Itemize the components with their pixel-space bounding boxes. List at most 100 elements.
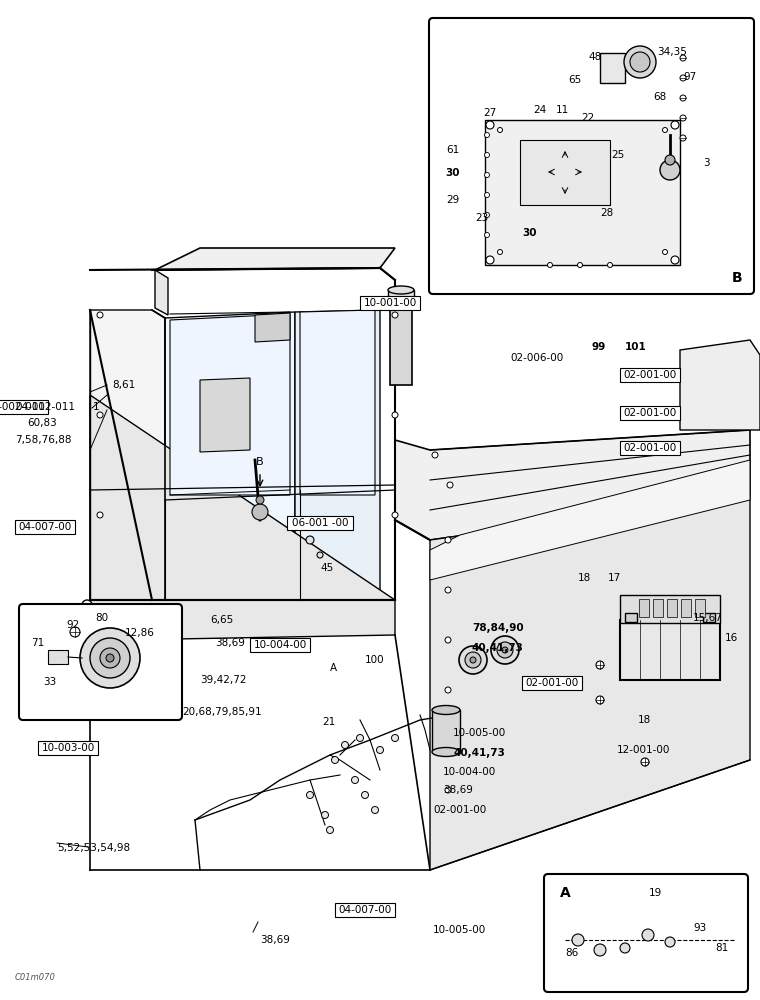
Text: 45: 45 xyxy=(320,563,333,573)
Polygon shape xyxy=(155,270,168,315)
Text: B: B xyxy=(732,271,743,285)
Circle shape xyxy=(445,687,451,693)
Bar xyxy=(485,120,680,265)
Text: 71: 71 xyxy=(31,638,45,648)
Bar xyxy=(520,140,610,205)
Bar xyxy=(388,290,414,300)
Circle shape xyxy=(106,654,114,662)
Bar xyxy=(625,613,637,622)
Text: 23: 23 xyxy=(475,213,489,223)
Circle shape xyxy=(547,262,553,267)
Text: 17: 17 xyxy=(608,573,621,583)
Text: 12-001-00: 12-001-00 xyxy=(617,745,670,755)
Bar xyxy=(653,599,663,617)
Circle shape xyxy=(620,943,630,953)
Circle shape xyxy=(80,628,140,688)
Text: 15,67: 15,67 xyxy=(693,613,723,623)
Circle shape xyxy=(671,121,679,129)
Circle shape xyxy=(485,213,489,218)
Circle shape xyxy=(680,95,686,101)
Text: 02-006-00: 02-006-00 xyxy=(510,353,563,363)
Bar xyxy=(639,599,649,617)
Text: 93: 93 xyxy=(693,923,707,933)
Text: 10-005-00: 10-005-00 xyxy=(453,728,506,738)
Bar xyxy=(390,295,412,385)
Circle shape xyxy=(578,262,582,267)
Text: 04-002-011: 04-002-011 xyxy=(0,402,45,412)
Circle shape xyxy=(445,737,451,743)
Bar xyxy=(38,741,98,755)
Text: 1: 1 xyxy=(93,402,100,412)
Bar xyxy=(48,650,68,664)
Circle shape xyxy=(491,636,519,664)
Text: 10-004-00: 10-004-00 xyxy=(443,767,496,777)
Text: 16: 16 xyxy=(725,633,738,643)
Circle shape xyxy=(485,172,489,178)
Text: A: A xyxy=(330,663,337,673)
Bar xyxy=(432,710,460,752)
FancyBboxPatch shape xyxy=(544,874,748,992)
Bar xyxy=(600,53,625,83)
Circle shape xyxy=(465,652,481,668)
Text: 34,35: 34,35 xyxy=(657,47,687,57)
Ellipse shape xyxy=(432,748,460,756)
Text: 5,52,53,54,98: 5,52,53,54,98 xyxy=(57,843,130,853)
Text: 80: 80 xyxy=(96,613,109,623)
Circle shape xyxy=(607,262,613,267)
Circle shape xyxy=(445,587,451,593)
Polygon shape xyxy=(90,395,395,640)
Bar xyxy=(360,296,420,310)
Polygon shape xyxy=(200,378,250,452)
Text: 20,68,79,85,91: 20,68,79,85,91 xyxy=(182,707,261,717)
Bar xyxy=(335,903,395,917)
Text: 33: 33 xyxy=(43,677,57,687)
Ellipse shape xyxy=(432,706,460,714)
Text: 100: 100 xyxy=(365,655,385,665)
Polygon shape xyxy=(165,312,295,600)
Circle shape xyxy=(97,412,103,418)
Circle shape xyxy=(660,160,680,180)
Circle shape xyxy=(327,826,334,834)
Circle shape xyxy=(630,52,650,72)
Circle shape xyxy=(596,696,604,704)
Text: 22: 22 xyxy=(581,113,594,123)
Text: 86: 86 xyxy=(565,948,578,958)
Circle shape xyxy=(497,642,513,658)
Circle shape xyxy=(498,249,502,254)
Circle shape xyxy=(97,312,103,318)
Circle shape xyxy=(624,46,656,78)
Circle shape xyxy=(372,806,378,814)
Polygon shape xyxy=(295,310,380,600)
Circle shape xyxy=(100,648,120,668)
Circle shape xyxy=(486,256,494,264)
Text: 92: 92 xyxy=(66,620,80,630)
Text: 97: 97 xyxy=(683,72,697,82)
Circle shape xyxy=(596,661,604,669)
Circle shape xyxy=(485,132,489,137)
Text: 04-007-00: 04-007-00 xyxy=(18,522,71,532)
Circle shape xyxy=(391,734,398,742)
Text: 04-007-00: 04-007-00 xyxy=(338,905,391,915)
Circle shape xyxy=(351,776,359,784)
Polygon shape xyxy=(395,430,750,540)
Circle shape xyxy=(306,792,313,798)
Text: 38,69: 38,69 xyxy=(215,638,245,648)
Text: 30: 30 xyxy=(523,228,537,238)
Text: 21: 21 xyxy=(322,717,335,727)
Circle shape xyxy=(663,127,667,132)
Bar xyxy=(681,599,691,617)
Text: 30: 30 xyxy=(446,168,461,178)
Bar xyxy=(620,368,680,382)
Circle shape xyxy=(341,742,349,748)
Text: 7,58,76,88: 7,58,76,88 xyxy=(15,435,71,445)
Text: 39,42,72: 39,42,72 xyxy=(200,675,246,685)
Circle shape xyxy=(356,734,363,742)
Circle shape xyxy=(90,638,130,678)
Circle shape xyxy=(331,756,338,764)
Circle shape xyxy=(362,792,369,798)
Bar xyxy=(620,441,680,455)
Circle shape xyxy=(82,600,92,610)
Circle shape xyxy=(252,504,268,520)
Text: 27: 27 xyxy=(483,108,496,118)
Polygon shape xyxy=(430,495,750,870)
